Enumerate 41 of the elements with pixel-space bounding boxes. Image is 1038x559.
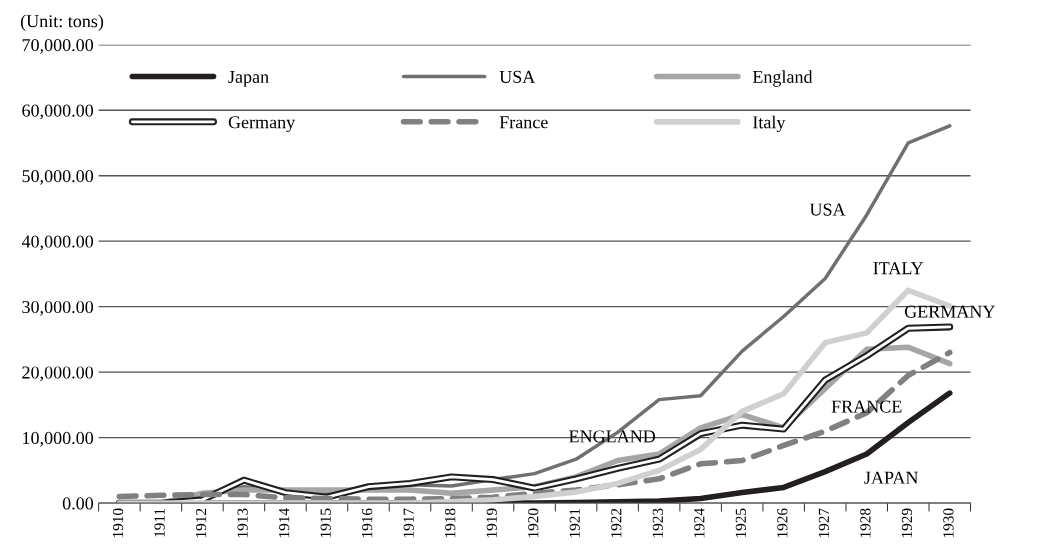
x-tick-label: 1918	[445, 508, 456, 538]
x-tick-label: 1911	[154, 508, 165, 537]
x-tick-label: 1930	[943, 508, 954, 538]
annotation: USA	[809, 203, 846, 216]
y-tick-label: 10,000.00	[23, 431, 94, 447]
legend-label: Germany	[228, 116, 296, 133]
x-tick-label: 1915	[320, 508, 331, 538]
x-tick-label: 1920	[528, 508, 539, 538]
y-tick-label: 40,000.00	[21, 235, 94, 251]
legend-label: USA	[499, 70, 536, 83]
x-tick-label: 1923	[652, 508, 663, 538]
x-tick-label: 1929	[901, 508, 913, 538]
x-tick-label: 1928	[860, 508, 871, 538]
y-tick-label: 60,000.00	[22, 104, 94, 120]
x-tick-label: 1912	[195, 508, 207, 538]
x-tick-label: 1917	[403, 508, 414, 538]
legend-label: Italy	[753, 115, 786, 133]
x-tick-label: 1922	[611, 508, 622, 538]
legend-label: England	[752, 70, 813, 87]
annotation: GERMANY	[904, 305, 995, 318]
x-tick-label: 1916	[362, 508, 373, 538]
annotation: ITALY	[873, 262, 924, 275]
legend-label: France	[499, 116, 548, 129]
legend-label: Japan	[228, 70, 269, 87]
x-tick-label: 1924	[694, 508, 705, 538]
y-tick-label: 70,000.00	[22, 38, 94, 54]
x-tick-label: 1919	[486, 508, 497, 538]
x-tick-label: 1925	[735, 508, 746, 538]
y-axis-title: (Unit: tons)	[20, 14, 104, 31]
x-tick-label: 1926	[777, 508, 788, 538]
x-tick-label: 1913	[237, 508, 248, 538]
y-tick-label: 50,000.00	[22, 169, 94, 185]
y-tick-label: 30,000.00	[22, 300, 94, 316]
annotation: FRANCE	[831, 400, 902, 413]
y-tick-label: 0.00	[62, 497, 94, 510]
y-tick-label: 20,000.00	[22, 366, 94, 382]
x-tick-label: 1921	[569, 508, 580, 538]
x-tick-label: 1927	[818, 508, 830, 538]
annotation: JAPAN	[864, 471, 919, 484]
x-tick-label: 1914	[279, 508, 290, 538]
x-tick-label: 1910	[112, 508, 124, 538]
